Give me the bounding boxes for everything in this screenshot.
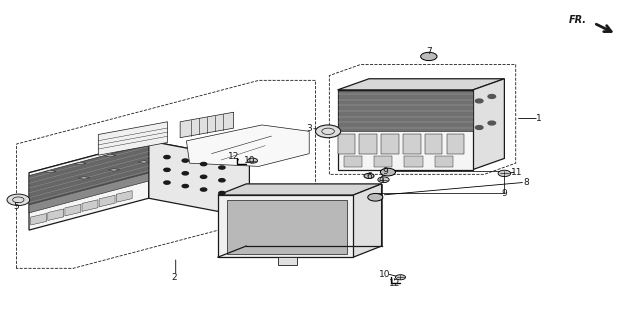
Text: 12: 12 [228,152,239,161]
Polygon shape [353,184,382,257]
Polygon shape [29,144,149,204]
Circle shape [219,166,225,169]
Polygon shape [338,79,504,90]
Text: 10: 10 [244,156,255,164]
Circle shape [164,168,170,172]
Circle shape [219,191,225,195]
Text: 5: 5 [13,202,20,211]
Circle shape [368,194,383,201]
Polygon shape [98,122,168,155]
Polygon shape [218,184,382,195]
Polygon shape [65,204,81,216]
Polygon shape [435,156,452,167]
Polygon shape [138,161,150,163]
Circle shape [201,188,207,191]
Polygon shape [338,92,473,131]
Polygon shape [48,209,64,220]
Circle shape [488,121,495,125]
Polygon shape [149,141,249,217]
Polygon shape [78,177,90,179]
Polygon shape [218,195,353,257]
Polygon shape [45,170,56,173]
Polygon shape [473,79,504,170]
Circle shape [182,159,189,162]
Circle shape [201,175,207,178]
Circle shape [396,275,406,280]
Text: 7: 7 [426,47,432,56]
Polygon shape [227,200,347,254]
Polygon shape [278,257,297,265]
Polygon shape [345,156,362,167]
Polygon shape [108,169,120,171]
Polygon shape [403,134,420,154]
Circle shape [421,52,437,60]
Circle shape [247,158,257,163]
Circle shape [378,177,389,183]
Circle shape [201,163,207,166]
Text: 1: 1 [536,114,542,123]
Polygon shape [404,156,423,167]
Polygon shape [74,162,86,165]
Circle shape [219,179,225,182]
Text: 2: 2 [171,273,177,282]
Polygon shape [180,112,233,138]
Text: 3: 3 [306,124,312,132]
Text: 11: 11 [511,168,522,177]
Polygon shape [186,125,309,166]
Text: 9: 9 [382,167,387,176]
Polygon shape [338,134,355,154]
Polygon shape [116,191,132,202]
Circle shape [164,181,170,184]
Polygon shape [29,141,149,230]
Polygon shape [29,173,149,213]
Circle shape [7,194,30,205]
Polygon shape [99,195,115,207]
Polygon shape [374,156,392,167]
Circle shape [475,125,483,129]
Text: FR.: FR. [569,15,586,25]
Text: 8: 8 [524,178,529,187]
Polygon shape [29,141,249,192]
Text: 4: 4 [379,175,384,184]
Text: 6: 6 [366,172,372,181]
Polygon shape [381,134,399,154]
Text: 10: 10 [379,270,391,279]
Polygon shape [338,90,473,170]
Polygon shape [82,200,98,212]
Text: 12: 12 [389,279,400,288]
Polygon shape [105,154,116,157]
Circle shape [364,173,374,179]
Polygon shape [425,134,442,154]
Polygon shape [31,213,47,225]
Circle shape [380,168,396,176]
Circle shape [498,170,510,177]
Circle shape [164,156,170,159]
Circle shape [475,99,483,103]
Circle shape [316,125,341,138]
Circle shape [182,172,189,175]
Text: 9: 9 [502,189,507,198]
Circle shape [182,184,189,188]
Polygon shape [447,134,464,154]
Polygon shape [360,134,377,154]
Circle shape [488,95,495,99]
